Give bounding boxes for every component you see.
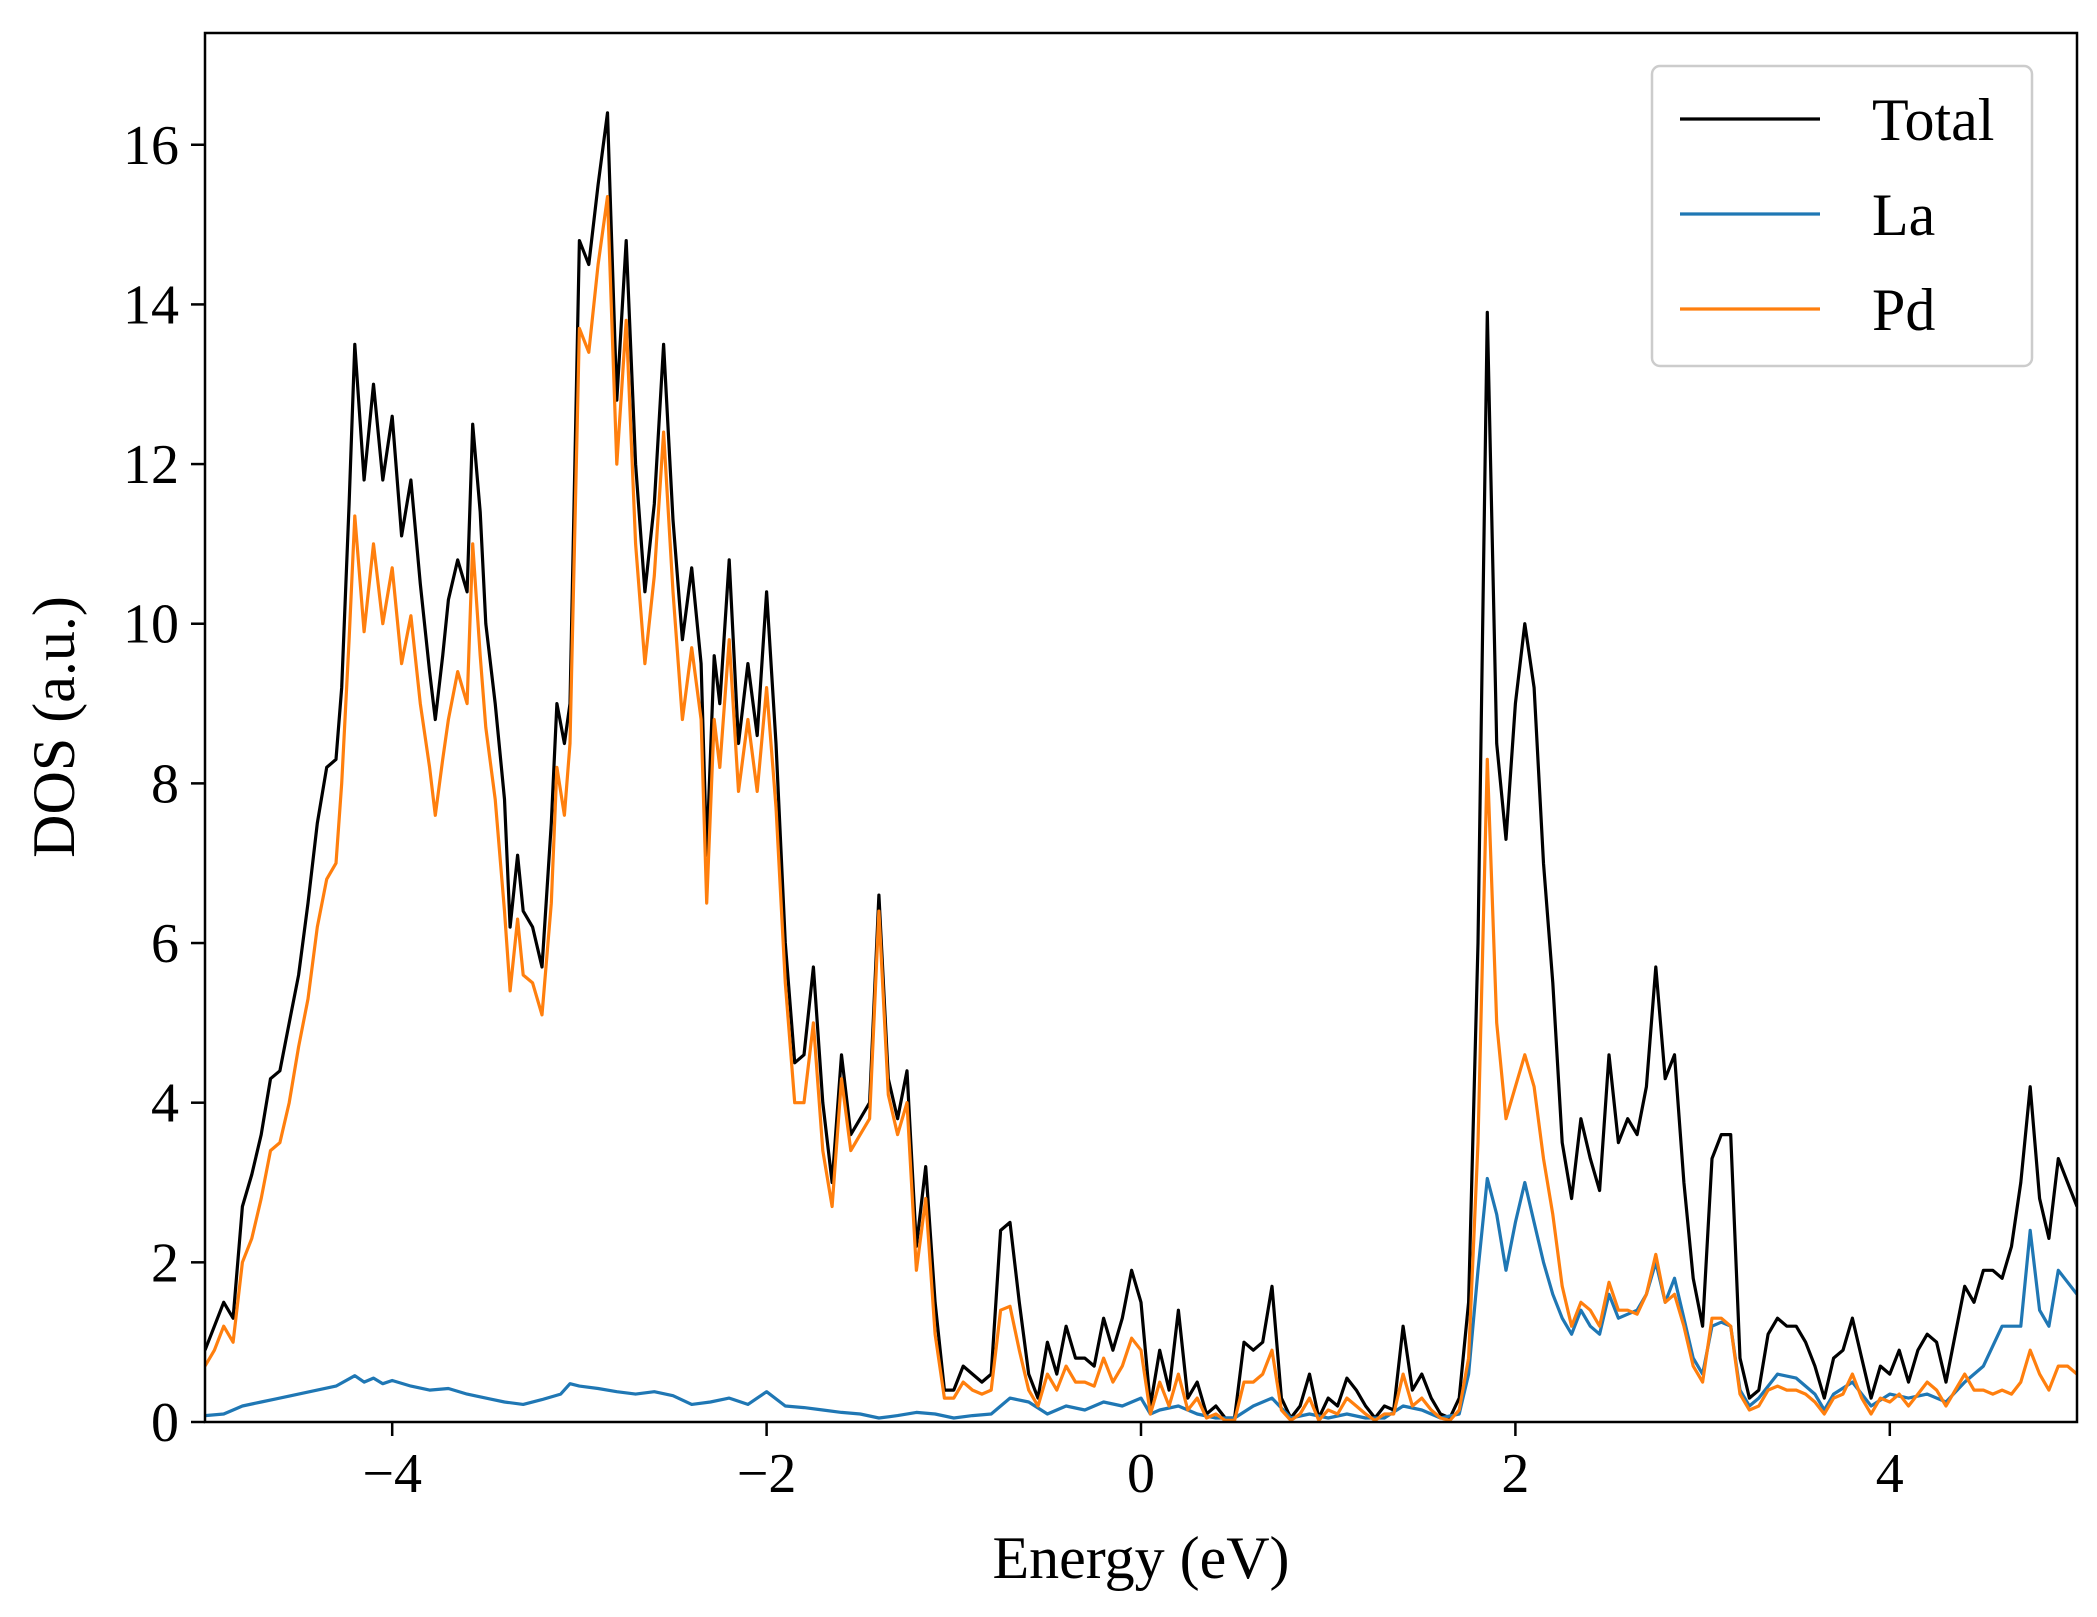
y-axis-label: DOS (a.u.) (21, 596, 87, 858)
legend-frame (1650, 64, 2034, 368)
legend-label-la: La (1872, 182, 1935, 248)
y-tick-label: 16 (123, 115, 179, 177)
x-tick-label: 0 (1127, 1443, 1155, 1505)
series-line-la (205, 1176, 2077, 1420)
y-tick-label: 8 (151, 753, 179, 815)
y-tick-label: 0 (151, 1392, 179, 1454)
series-line-pd (205, 195, 2077, 1422)
x-tick-label: −4 (362, 1443, 422, 1505)
y-tick-label: 14 (123, 274, 179, 336)
y-tick-label: 10 (123, 594, 179, 656)
y-tick-label: 4 (151, 1073, 179, 1135)
legend-label-total: Total (1872, 87, 1994, 153)
y-tick-label: 6 (151, 913, 179, 975)
x-tick-label: −2 (737, 1443, 797, 1505)
series-line-total (205, 111, 2077, 1420)
legend-label-pd: Pd (1872, 277, 1935, 343)
x-tick-label: 4 (1876, 1443, 1904, 1505)
x-tick-label: 2 (1501, 1443, 1529, 1505)
y-tick-label: 2 (151, 1232, 179, 1294)
legend: Total La Pd (1650, 64, 2034, 368)
y-tick-label: 12 (123, 434, 179, 496)
x-axis-label: Energy (eV) (992, 1525, 1289, 1591)
